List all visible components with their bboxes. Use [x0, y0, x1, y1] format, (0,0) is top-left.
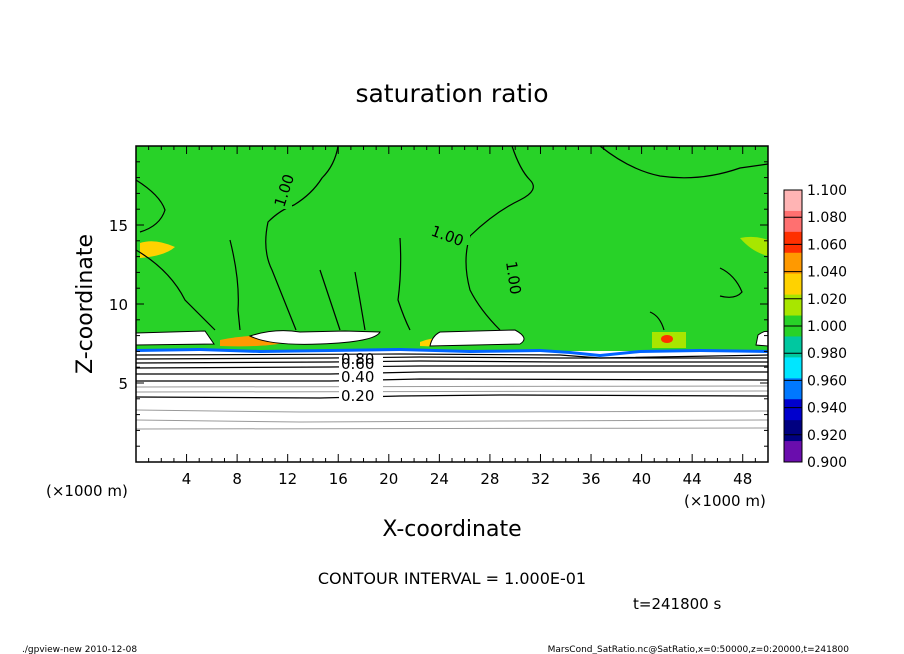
contour-line: [135, 385, 769, 388]
contour-line: [135, 409, 769, 413]
contour-label: 0.40: [341, 368, 374, 386]
colorbar-swatch: [784, 294, 802, 317]
x-axis-title: X-coordinate: [382, 517, 521, 542]
colorbar-swatch: [784, 378, 802, 400]
chart-title: saturation ratio: [355, 79, 548, 108]
colorbar-swatch: [784, 252, 802, 275]
colorbar-label: 1.020: [807, 292, 847, 308]
contour-line: [649, 311, 665, 331]
contour-line: [354, 271, 366, 331]
contour-interval-text: CONTOUR INTERVAL = 1.000E-01: [318, 569, 586, 588]
contour-line: [135, 390, 769, 393]
region-unsaturated: [136, 351, 768, 462]
colorbar-swatch: [784, 420, 802, 442]
cloud-blob: [135, 330, 215, 346]
colorbar-label: 1.100: [807, 183, 847, 199]
colorbar-swatch: [784, 273, 802, 296]
time-text: t=241800 s: [633, 595, 721, 613]
supersaturated-patch: [661, 335, 673, 343]
footer-left: ./gpview-new 2010-12-08: [22, 645, 137, 654]
plot-area: 1.00 1.00 1.00 0.80 0.60 0.40 0.20: [135, 145, 769, 463]
colorbar-label: 1.080: [807, 210, 847, 226]
cloud-blob: [429, 329, 525, 347]
colorbar-label: 0.920: [807, 428, 847, 444]
contour-label: 1.00: [502, 260, 524, 296]
x-axis-unit: (×1000 m): [684, 492, 766, 510]
cloud-blob: [248, 330, 381, 345]
colorbar-label: 0.960: [807, 373, 847, 389]
colorbar-label: 0.980: [807, 346, 847, 362]
y-axis: 5 10 15: [109, 145, 768, 463]
supersaturated-patch: [140, 241, 175, 258]
colorbar-swatch: [784, 190, 802, 212]
footer-right: MarsCond_SatRatio.nc@SatRatio,x=0:50000,…: [548, 645, 850, 654]
y-tick-label: 15: [109, 217, 128, 235]
y-axis-unit: (×1000 m): [46, 482, 128, 500]
transition-band: [136, 348, 768, 357]
contour-line: [135, 419, 769, 423]
contour-line: [135, 356, 768, 360]
contour-label: 0.80: [341, 350, 374, 368]
colorbar-swatch: [784, 210, 802, 233]
x-tick-label: 32: [531, 470, 550, 488]
colorbar-labels: 1.100 1.080 1.060 1.040 1.020 1.000 0.980 0.960…: [807, 183, 847, 471]
y-tick-label: 5: [118, 375, 128, 393]
colorbar-swatch: [784, 357, 802, 379]
contour-line: [135, 394, 769, 399]
colorbar-label: 0.900: [807, 455, 847, 471]
contour-label: 0.20: [341, 387, 374, 405]
contour-line: [135, 179, 166, 233]
colorbar: [783, 189, 803, 463]
contour-line: [135, 360, 768, 364]
x-tick-label: 24: [430, 470, 449, 488]
colorbar-label: 1.000: [807, 319, 847, 335]
x-tick-label: 48: [733, 470, 752, 488]
y-tick-label: 10: [109, 296, 128, 314]
x-tick-label: 4: [182, 470, 192, 488]
x-tick-label: 8: [232, 470, 242, 488]
contour-line: [229, 239, 241, 331]
y-axis-title: Z-coordinate: [73, 234, 98, 374]
colorbar-label: 0.940: [807, 401, 847, 417]
x-tick-label: 28: [480, 470, 499, 488]
supersaturated-patch: [740, 236, 768, 256]
contour-line: [599, 145, 769, 179]
contour-label: 0.60: [341, 355, 374, 373]
x-tick-label: 16: [329, 470, 348, 488]
x-tick-label: 12: [278, 470, 297, 488]
contour-line: [397, 237, 411, 331]
contour-line: [135, 249, 216, 331]
region-saturated: [136, 146, 768, 351]
x-tick-label: 44: [683, 470, 702, 488]
x-tick-label: 36: [581, 470, 600, 488]
colorbar-swatch: [784, 231, 802, 254]
colorbar-swatch: [784, 336, 802, 358]
x-tick-label: 40: [632, 470, 651, 488]
contour-line: [465, 145, 534, 331]
contour-line: [265, 145, 339, 331]
x-tick-label: 20: [379, 470, 398, 488]
x-axis: 4 8 12 16 20 24 28 32 36 40 44 48: [135, 146, 769, 488]
contour-line: [719, 267, 743, 298]
colorbar-swatch: [784, 399, 802, 421]
colorbar-swatch: [784, 441, 802, 463]
colorbar-label: 1.040: [807, 265, 847, 281]
contour-line: [135, 353, 769, 359]
contour-line: [319, 269, 341, 331]
colorbar-label: 1.060: [807, 237, 847, 253]
contour-line: [135, 427, 769, 430]
